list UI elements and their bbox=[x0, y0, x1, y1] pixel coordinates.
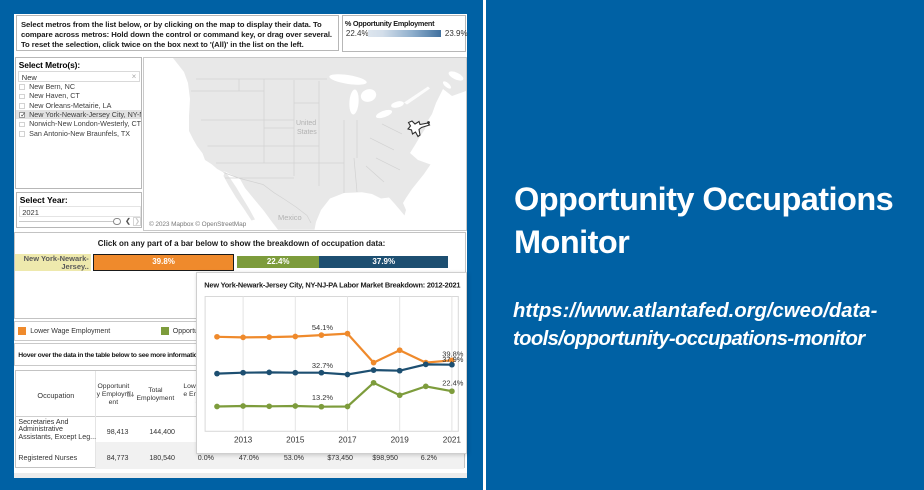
svg-text:States: States bbox=[297, 129, 317, 136]
svg-text:New York-Newark-Jersey City, N: New York-Newark-Jersey City, NY-NJ-PA La… bbox=[204, 281, 460, 290]
svg-text:39.8%: 39.8% bbox=[442, 350, 464, 359]
svg-text:Mexico: Mexico bbox=[278, 213, 302, 222]
svg-text:2019: 2019 bbox=[391, 436, 410, 445]
svg-text:United: United bbox=[296, 120, 316, 127]
svg-text:22.4%: 22.4% bbox=[442, 379, 464, 388]
svg-text:13.2%: 13.2% bbox=[312, 393, 334, 402]
svg-text:© 2023 Mapbox © OpenStreetMap: © 2023 Mapbox © OpenStreetMap bbox=[149, 220, 247, 228]
svg-text:37.9%: 37.9% bbox=[442, 355, 464, 364]
svg-text:2017: 2017 bbox=[339, 436, 358, 445]
svg-text:2015: 2015 bbox=[286, 436, 305, 445]
svg-text:54.1%: 54.1% bbox=[312, 323, 334, 332]
svg-text:32.7%: 32.7% bbox=[312, 361, 334, 370]
svg-text:2021: 2021 bbox=[443, 436, 462, 445]
svg-text:2013: 2013 bbox=[234, 436, 253, 445]
